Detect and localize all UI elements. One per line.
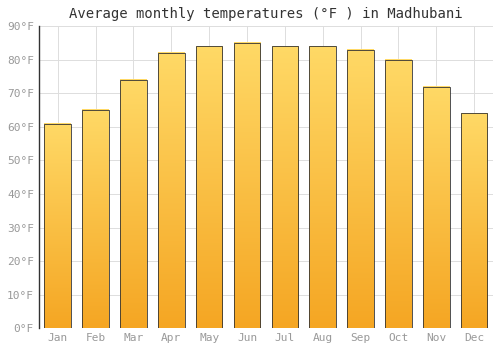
Bar — [385, 60, 411, 328]
Bar — [423, 87, 450, 328]
Bar — [196, 47, 222, 328]
Title: Average monthly temperatures (°F ) in Madhubani: Average monthly temperatures (°F ) in Ma… — [69, 7, 462, 21]
Bar — [234, 43, 260, 328]
Bar — [348, 50, 374, 328]
Bar — [310, 47, 336, 328]
Bar — [120, 80, 146, 328]
Bar — [158, 53, 184, 328]
Bar — [461, 113, 487, 328]
Bar — [82, 110, 109, 328]
Bar — [44, 124, 71, 328]
Bar — [272, 47, 298, 328]
